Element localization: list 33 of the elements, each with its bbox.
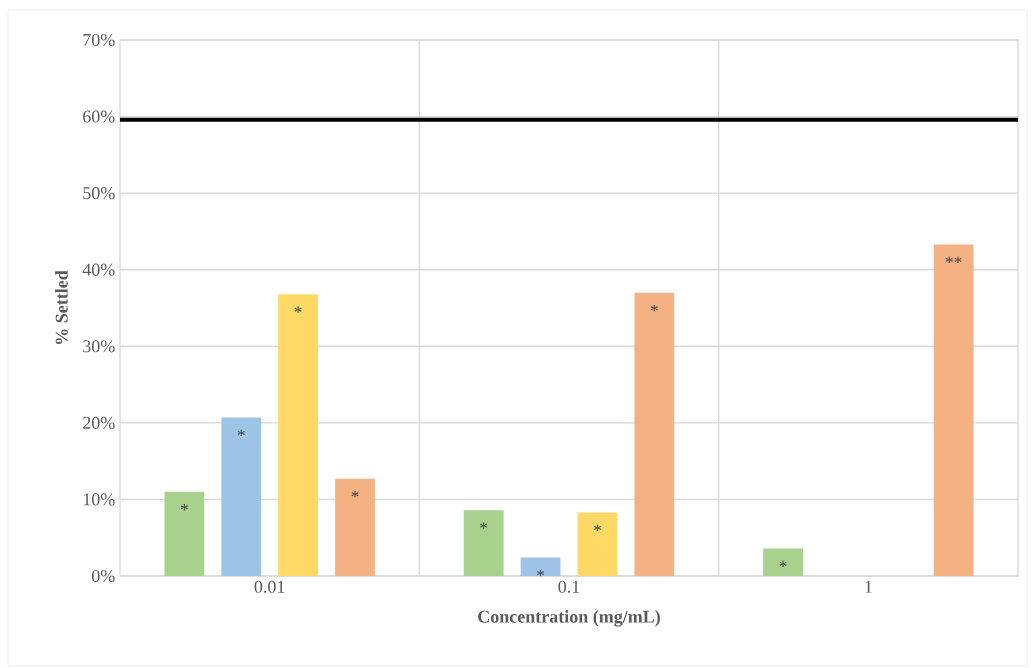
y-tick-label: 40%: [82, 263, 115, 276]
bar: [335, 478, 375, 576]
y-tick-label: 60%: [83, 110, 115, 123]
bar: [520, 557, 561, 576]
data-label: *: [537, 569, 545, 577]
data-label: *: [779, 560, 787, 568]
y-tick-label: 20%: [83, 416, 115, 429]
data-label: *: [294, 306, 302, 313]
y-tick-label: 30%: [83, 340, 115, 353]
y-axis-title: % Settled: [55, 270, 68, 344]
data-label: *: [593, 524, 601, 532]
x-axis-title: Concentration (mg/mL): [478, 610, 660, 627]
y-tick-label: 10%: [83, 493, 115, 506]
data-label: **: [945, 256, 962, 264]
bar: [634, 292, 675, 576]
y-tick-label: 70%: [83, 33, 115, 47]
data-label: *: [480, 522, 488, 529]
x-tick-label: 1: [865, 580, 872, 593]
y-tick-label: 0%: [91, 569, 115, 583]
x-tick-label: 0.1: [558, 580, 580, 593]
bar: [463, 510, 504, 576]
data-label: *: [180, 504, 188, 511]
bar: [221, 417, 262, 576]
data-label: *: [351, 491, 359, 498]
y-tick-label: 50%: [83, 187, 115, 200]
bar: [763, 548, 803, 576]
bar: [164, 491, 205, 576]
data-label: *: [237, 429, 245, 437]
data-label: *: [650, 304, 658, 312]
x-tick-label: 0.01: [254, 580, 285, 593]
bar: [933, 244, 974, 576]
bar: [577, 512, 618, 576]
bar: [278, 294, 319, 576]
